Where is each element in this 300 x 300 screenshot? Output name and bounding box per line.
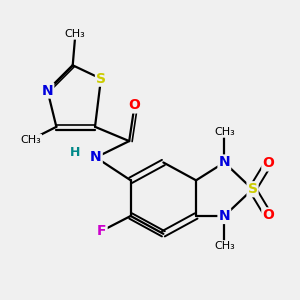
Text: N: N xyxy=(42,84,53,98)
Text: S: S xyxy=(96,72,106,86)
Text: S: S xyxy=(248,182,257,196)
Text: CH₃: CH₃ xyxy=(65,29,85,39)
Text: O: O xyxy=(129,98,140,112)
Text: H: H xyxy=(70,146,80,159)
Text: N: N xyxy=(218,155,230,170)
Text: N: N xyxy=(218,209,230,223)
Text: O: O xyxy=(262,208,274,222)
Text: CH₃: CH₃ xyxy=(21,135,41,145)
Text: CH₃: CH₃ xyxy=(214,241,235,251)
Text: F: F xyxy=(97,224,106,238)
Text: O: O xyxy=(262,156,274,170)
Text: CH₃: CH₃ xyxy=(214,127,235,137)
Text: N: N xyxy=(90,150,102,164)
